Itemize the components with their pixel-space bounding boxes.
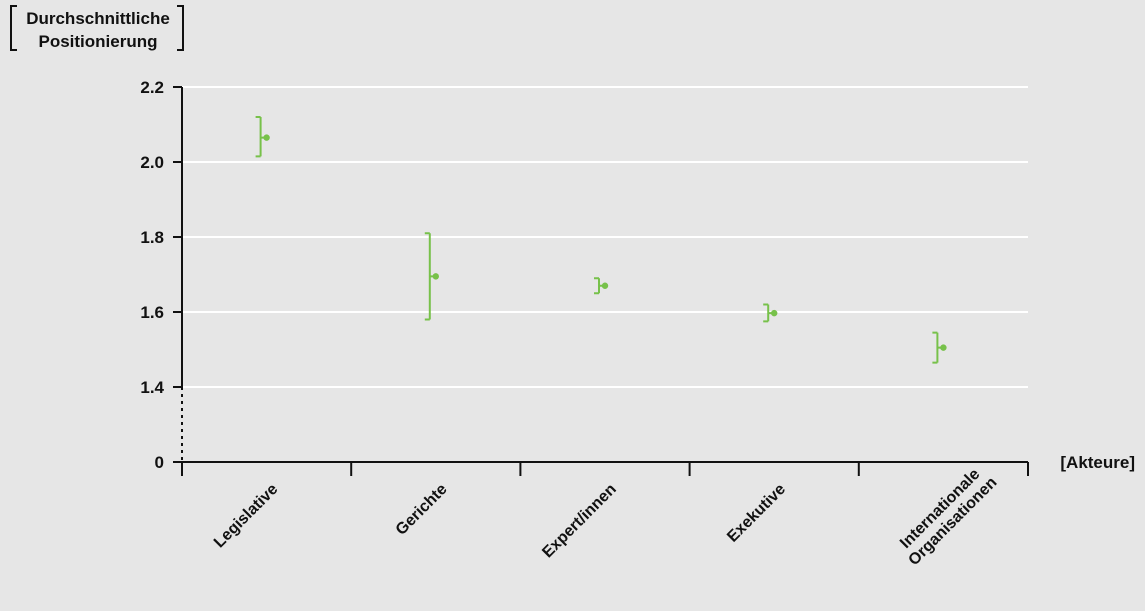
mean-point [771,309,778,317]
y-tick-label: 1.6 [140,303,164,322]
labels: 2.2 2.0 1.8 1.6 1.4 0 Legislative Gerichte Exper… [10,5,1135,569]
error-bar-group [424,232,439,321]
mean-point [432,273,439,280]
mean-point [263,134,270,141]
left-bracket [10,5,17,51]
y-axis-label-line: Positionierung [39,32,158,51]
category-label: Expert/innen [539,481,620,562]
x-axis-label: [Akteure] [1060,453,1135,472]
y-tick-label: 2.0 [140,153,164,172]
error-bar-group [255,116,270,158]
axes [173,86,1029,476]
data-markers [255,116,947,364]
category-label: Exekutive [724,481,789,546]
y-tick-label: 1.8 [140,228,164,247]
error-bar-group [932,331,947,364]
category-label: Gerichte [393,481,451,539]
category-label-line: Legislative [211,481,282,552]
mean-point [601,282,609,289]
right-bracket [177,5,184,51]
mean-point [940,344,947,351]
y-axis-label-line: Durchschnittliche [26,9,170,28]
category-label: Legislative [211,481,282,552]
error-bar-group [763,303,778,323]
gridlines [182,86,1028,388]
y-tick-label: 0 [155,453,164,472]
category-label-line: Exekutive [724,481,789,546]
error-bar-group [594,277,609,295]
y-tick-label: 1.4 [140,378,164,397]
category-label-line: Gerichte [393,481,451,539]
category-label: InternationaleOrganisationen [893,461,1001,569]
category-label-line: Expert/innen [539,481,620,562]
y-tick-label: 2.2 [140,78,164,97]
